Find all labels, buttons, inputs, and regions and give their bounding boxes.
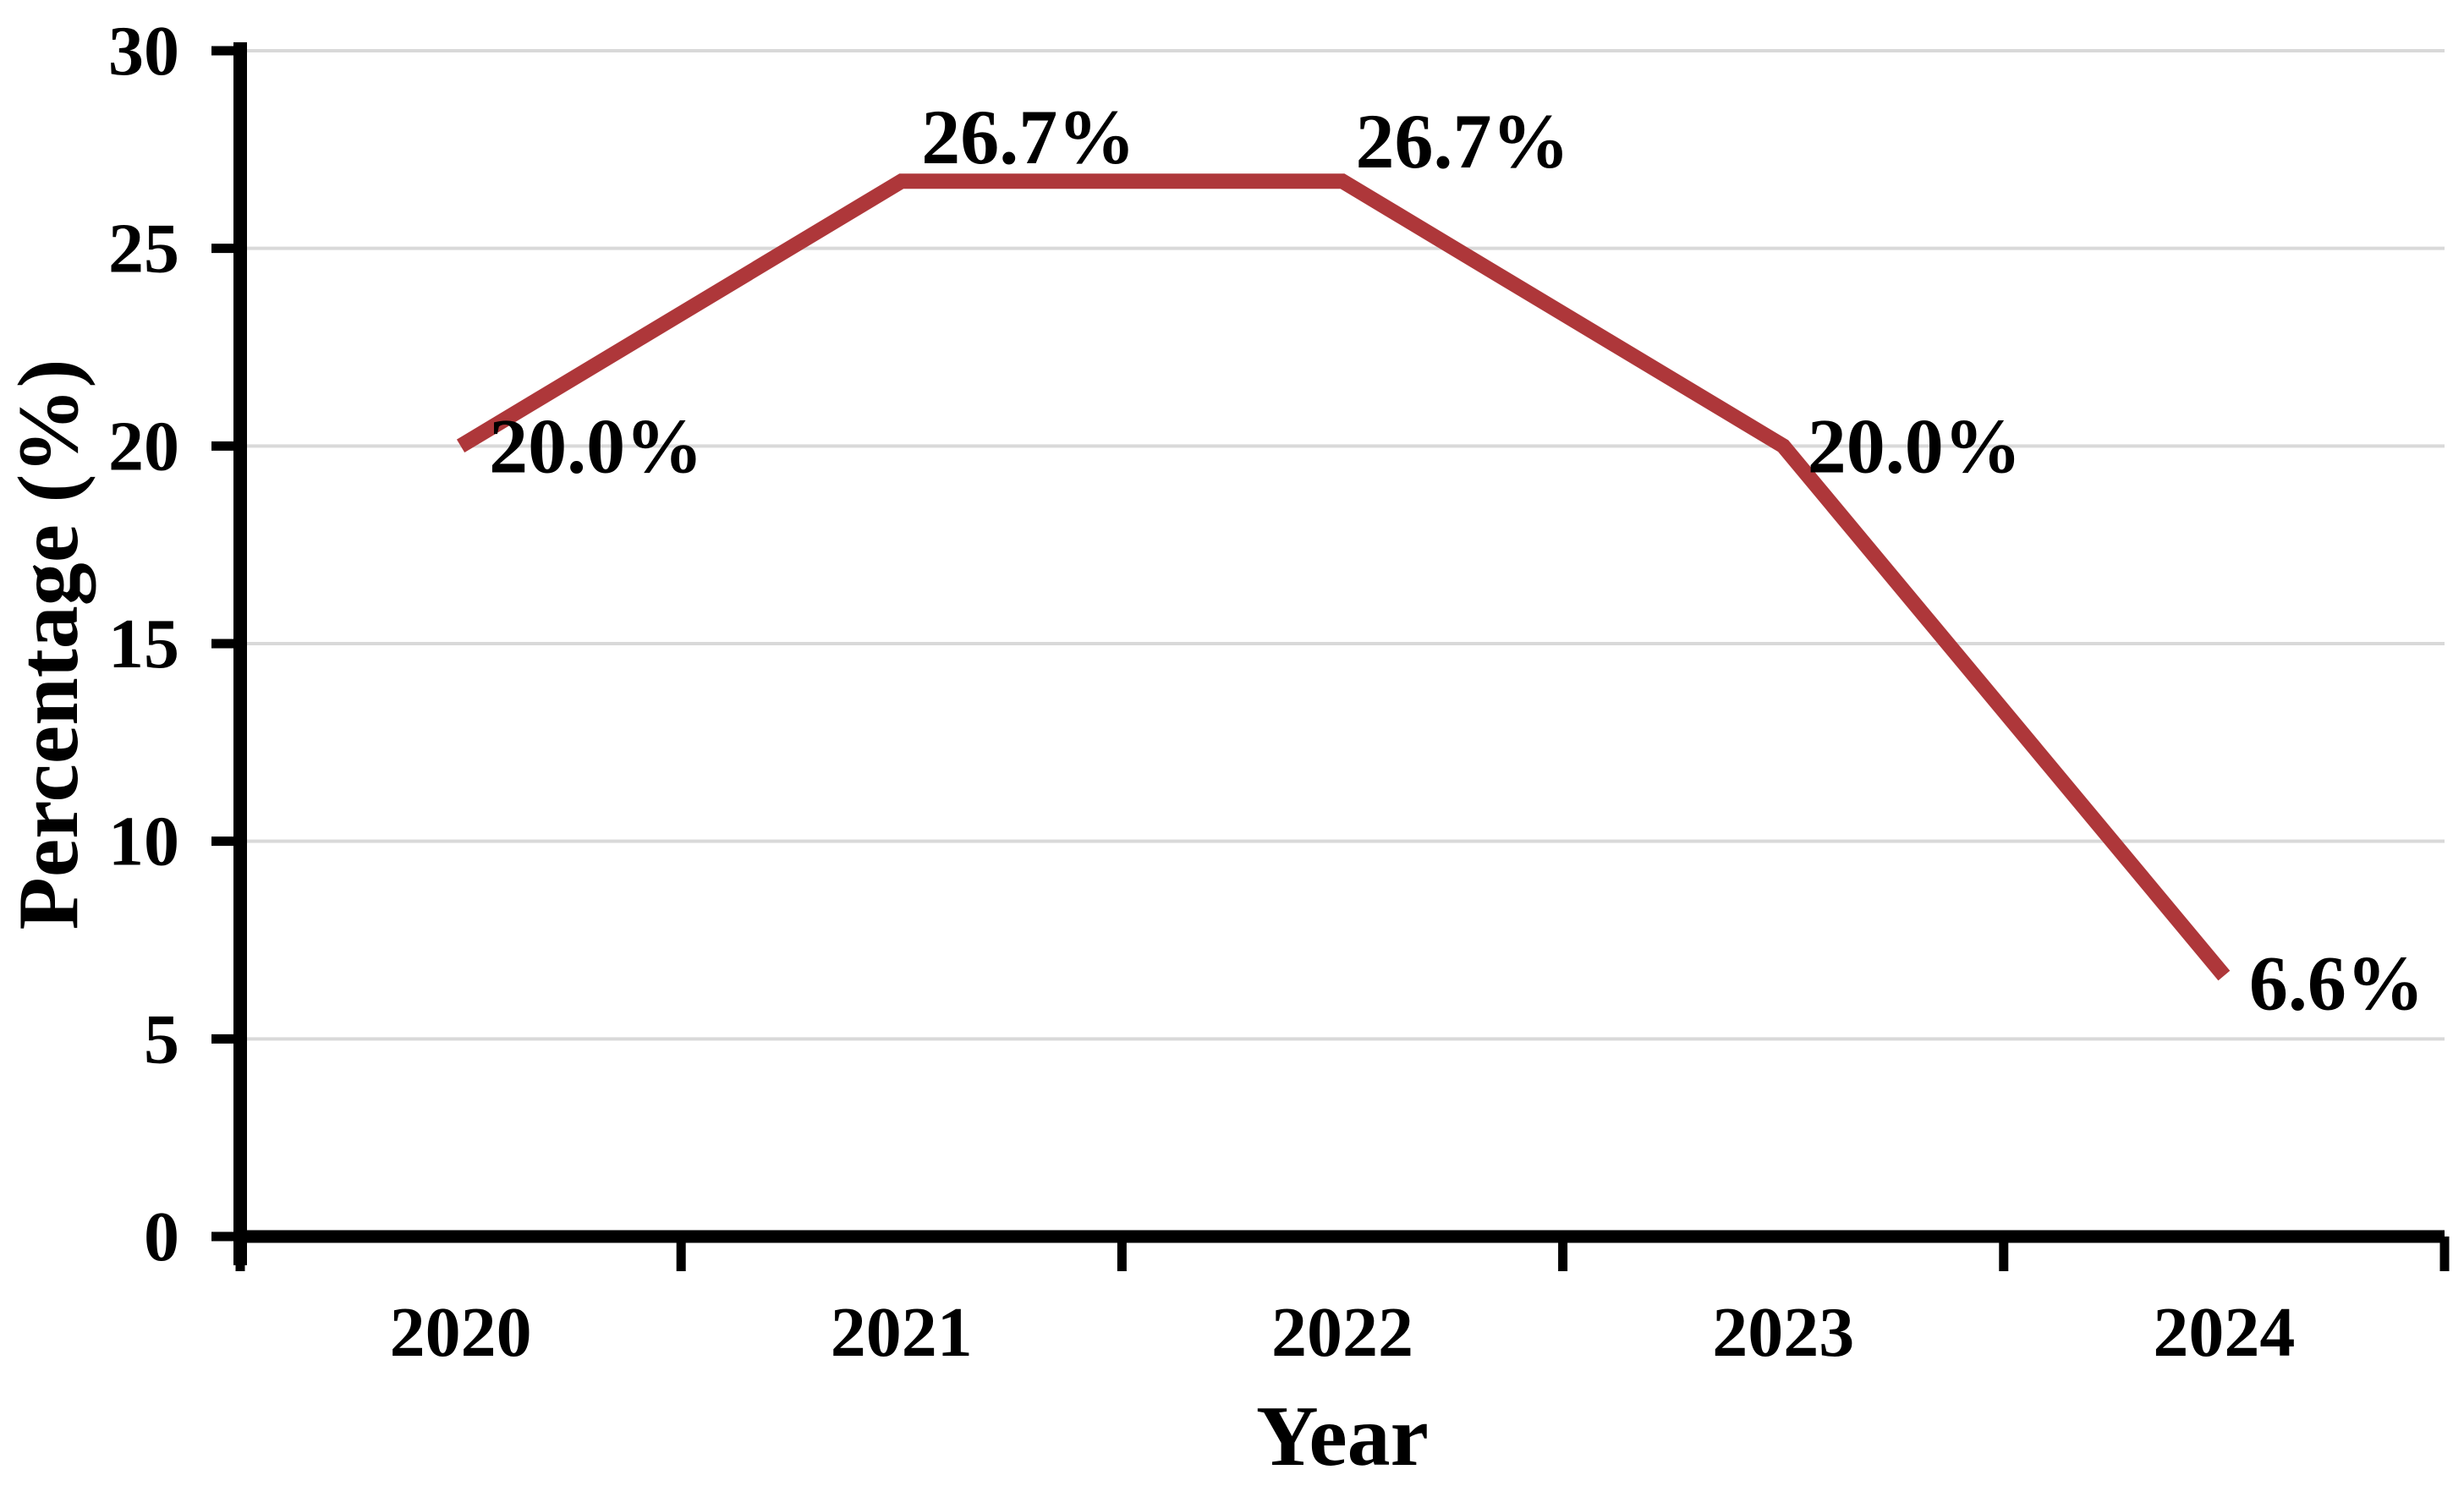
y-tick-label: 0: [144, 1198, 179, 1276]
y-tick-label: 30: [108, 12, 179, 90]
y-tick-label: 5: [144, 1000, 179, 1078]
y-tick-label: 20: [108, 407, 179, 485]
data-label: 26.7%: [921, 94, 1135, 180]
y-tick-label: 15: [108, 605, 179, 683]
y-axis-title: Percentage (%): [1, 359, 96, 930]
y-tick-label: 25: [108, 210, 179, 288]
x-tick-label: 2021: [831, 1293, 973, 1372]
data-label: 6.6%: [2249, 940, 2424, 1027]
x-tick-label: 2024: [2153, 1293, 2295, 1372]
data-label: 20.0%: [1808, 403, 2022, 489]
x-tick-label: 2020: [390, 1293, 532, 1372]
data-label: 20.0%: [489, 403, 703, 489]
x-axis-title: Year: [1256, 1389, 1429, 1484]
series-line: [456, 173, 2231, 981]
x-tick-label: 2022: [1271, 1293, 1413, 1372]
x-tick-label: 2023: [1712, 1293, 1854, 1372]
data-label: 26.7%: [1356, 98, 1570, 184]
y-tick-label: 10: [108, 803, 179, 881]
